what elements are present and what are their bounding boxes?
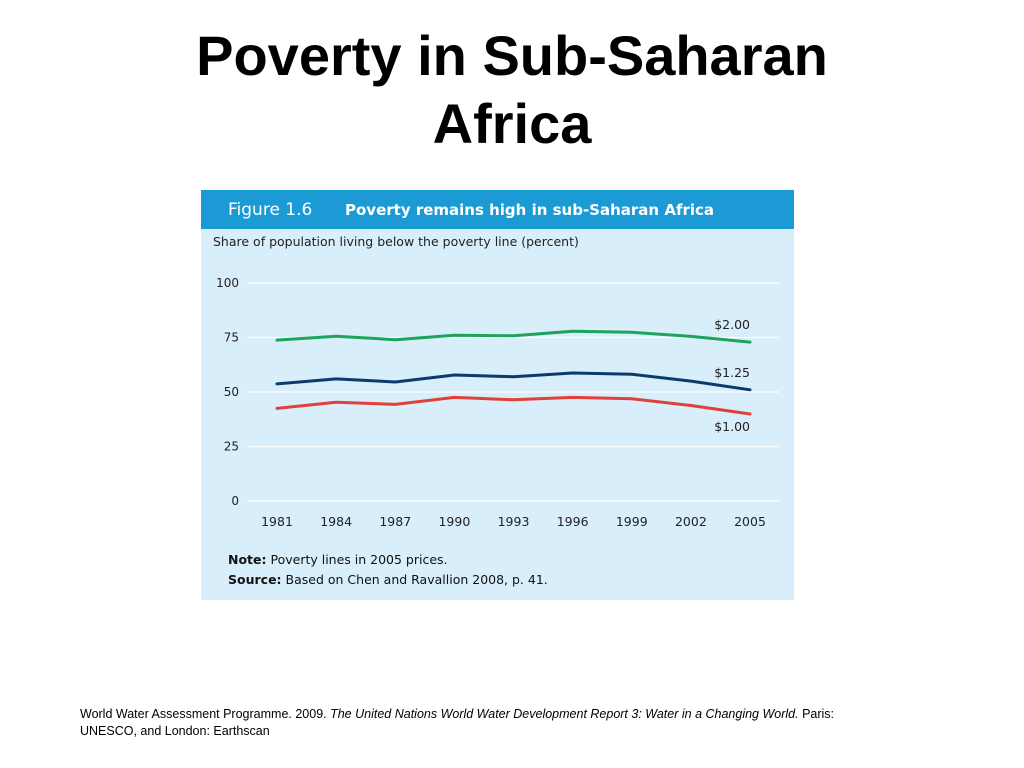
slide-title-line-2: Africa xyxy=(432,92,592,155)
y-tick-label: 25 xyxy=(224,440,239,454)
series-label: $1.25 xyxy=(714,365,750,380)
y-tick-label: 50 xyxy=(224,385,239,399)
x-tick-label: 1981 xyxy=(261,514,293,529)
figure-header: Figure 1.6 Poverty remains high in sub-S… xyxy=(201,190,794,229)
figure-note: Note: Poverty lines in 2005 prices. Sour… xyxy=(228,550,548,590)
citation-part-1: World Water Assessment Programme. 2009. xyxy=(80,707,331,721)
series-label: $2.00 xyxy=(714,317,750,332)
slide-title-line-1: Poverty in Sub-Saharan xyxy=(196,24,828,87)
x-tick-label: 2002 xyxy=(675,514,707,529)
line-chart: Share of population living below the pov… xyxy=(213,234,779,529)
y-tick-label: 0 xyxy=(231,494,239,508)
y-tick-label: 75 xyxy=(224,331,239,345)
source-line: Source: Based on Chen and Ravallion 2008… xyxy=(228,570,548,590)
slide-title: Poverty in Sub-Saharan Africa xyxy=(0,22,1024,158)
x-tick-label: 2005 xyxy=(734,514,766,529)
x-tick-label: 1999 xyxy=(616,514,648,529)
series-label: $1.00 xyxy=(714,419,750,434)
x-tick-label: 1993 xyxy=(498,514,530,529)
x-tick-label: 1996 xyxy=(557,514,589,529)
figure-title: Poverty remains high in sub-Saharan Afri… xyxy=(345,201,715,219)
x-tick-label: 1984 xyxy=(320,514,352,529)
citation-part-2: Paris: UNESCO, and London: Earthscan xyxy=(80,707,835,738)
note-text: Poverty lines in 2005 prices. xyxy=(270,552,448,567)
figure-number: Figure 1.6 xyxy=(228,200,313,220)
series-line xyxy=(275,395,752,416)
series-line xyxy=(275,329,752,344)
source-text: Based on Chen and Ravallion 2008, p. 41. xyxy=(285,572,548,587)
x-tick-label: 1990 xyxy=(438,514,470,529)
y-axis-label: Share of population living below the pov… xyxy=(213,234,579,249)
note-label: Note: xyxy=(228,552,267,567)
series-line xyxy=(275,371,752,392)
note-line: Note: Poverty lines in 2005 prices. xyxy=(228,550,548,570)
source-label: Source: xyxy=(228,572,282,587)
citation-report-title: The United Nations World Water Developme… xyxy=(330,707,799,721)
citation: World Water Assessment Programme. 2009. … xyxy=(80,706,880,740)
x-tick-label: 1987 xyxy=(379,514,411,529)
y-tick-label: 100 xyxy=(216,276,239,290)
figure-panel: Figure 1.6 Poverty remains high in sub-S… xyxy=(201,190,794,600)
